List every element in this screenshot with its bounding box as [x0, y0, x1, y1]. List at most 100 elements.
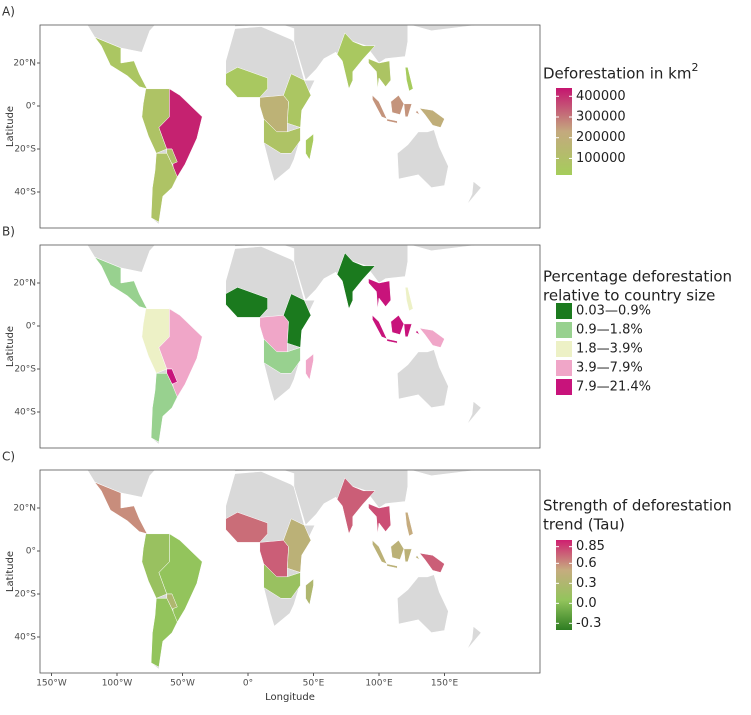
x-tick-label: 100°W: [102, 679, 133, 689]
country-shape: [150, 373, 178, 443]
legend-title: trend (Tau): [543, 516, 625, 534]
country: [418, 327, 445, 348]
country-shape: [372, 314, 388, 340]
panel-frame: [39, 24, 541, 229]
country-shape: [368, 58, 392, 89]
legend-title: Strength of deforestation: [543, 497, 732, 515]
country: [150, 598, 178, 668]
legend-label: 1.8—3.9%: [576, 342, 643, 357]
country-shape: [403, 548, 413, 563]
country-shape: [415, 554, 421, 561]
country-shape: [415, 329, 421, 336]
legend-label: 0.9—1.8%: [576, 323, 643, 338]
country: [368, 503, 392, 534]
map: [86, 470, 482, 670]
y-tick-label: 0°: [26, 547, 36, 557]
colorbar: [556, 88, 572, 175]
country: [225, 67, 268, 98]
y-tick-label: 20°N: [13, 59, 36, 69]
colorbar-label: 100000: [576, 151, 626, 166]
country-shape: [305, 353, 314, 381]
country: [166, 593, 178, 610]
country-shape: [403, 103, 413, 118]
country: [263, 338, 301, 374]
country-shape: [403, 323, 413, 338]
y-axis-label: Latitude: [5, 551, 16, 592]
colorbar-label: 0.3: [576, 576, 597, 591]
colorbar-label: 400000: [576, 89, 626, 104]
country-shape: [283, 73, 312, 128]
country-shape: [336, 477, 376, 535]
colorbar-label: 200000: [576, 130, 626, 145]
legend-label: 7.9—21.4%: [576, 380, 651, 395]
country: [225, 512, 268, 543]
country: [418, 107, 445, 128]
land: [396, 129, 449, 189]
country-shape: [225, 287, 268, 318]
country-shape: [418, 552, 445, 573]
country-shape: [166, 593, 178, 610]
country-shape: [263, 338, 301, 374]
legend-title: Percentage deforestation: [543, 268, 732, 286]
legend-swatch: [556, 322, 572, 338]
country: [263, 563, 301, 599]
legend-swatch: [556, 360, 572, 376]
country-shape: [418, 107, 445, 128]
country-shape: [404, 512, 414, 537]
y-tick-label: 20°N: [13, 504, 36, 514]
colorbar-label: -0.3: [576, 616, 601, 631]
country-shape: [404, 67, 414, 92]
country-shape: [166, 148, 178, 165]
panel-label: A): [2, 5, 15, 19]
country-shape: [305, 133, 314, 161]
legend-title-sup: 2: [691, 61, 698, 74]
map: [86, 25, 482, 225]
land: [396, 574, 449, 634]
country-shape: [225, 67, 268, 98]
country: [150, 373, 178, 443]
country-shape: [386, 118, 398, 124]
country: [150, 153, 178, 223]
country: [166, 368, 178, 385]
country-shape: [390, 539, 405, 560]
country-shape: [386, 563, 398, 569]
country-shape: [390, 94, 405, 115]
legend-swatch: [556, 303, 572, 319]
country: [283, 518, 312, 573]
legend-title: Deforestation in km2: [543, 61, 698, 83]
country: [225, 287, 268, 318]
y-tick-label: 0°: [26, 102, 36, 112]
country: [372, 94, 421, 124]
land: [466, 180, 482, 206]
country: [263, 118, 301, 154]
colorbar-label: 0.0: [576, 596, 597, 611]
y-tick-label: 40°S: [14, 188, 36, 198]
country: [372, 314, 421, 344]
colorbar-label: 0.6: [576, 556, 597, 571]
country: [404, 287, 414, 312]
country-shape: [283, 293, 312, 348]
country: [305, 133, 314, 161]
land: [86, 245, 156, 273]
y-tick-label: 20°S: [14, 145, 36, 155]
x-tick-label: 50°E: [303, 679, 325, 689]
country-shape: [404, 287, 414, 312]
panel-frame: [39, 244, 541, 449]
x-tick-label: 150°E: [431, 679, 459, 689]
colorbar-label: 300000: [576, 110, 626, 125]
country: [166, 148, 178, 165]
legend-label: 3.9—7.9%: [576, 361, 643, 376]
country: [368, 58, 392, 89]
y-axis-label: Latitude: [5, 106, 16, 147]
country: [305, 353, 314, 381]
y-tick-label: 20°S: [14, 365, 36, 375]
colorbar: [556, 540, 572, 630]
legend-swatch: [556, 379, 572, 395]
land: [86, 470, 156, 498]
country: [418, 552, 445, 573]
country-shape: [225, 512, 268, 543]
country-shape: [305, 578, 314, 606]
country: [336, 32, 376, 90]
x-axis-label: Longitude: [265, 692, 315, 703]
